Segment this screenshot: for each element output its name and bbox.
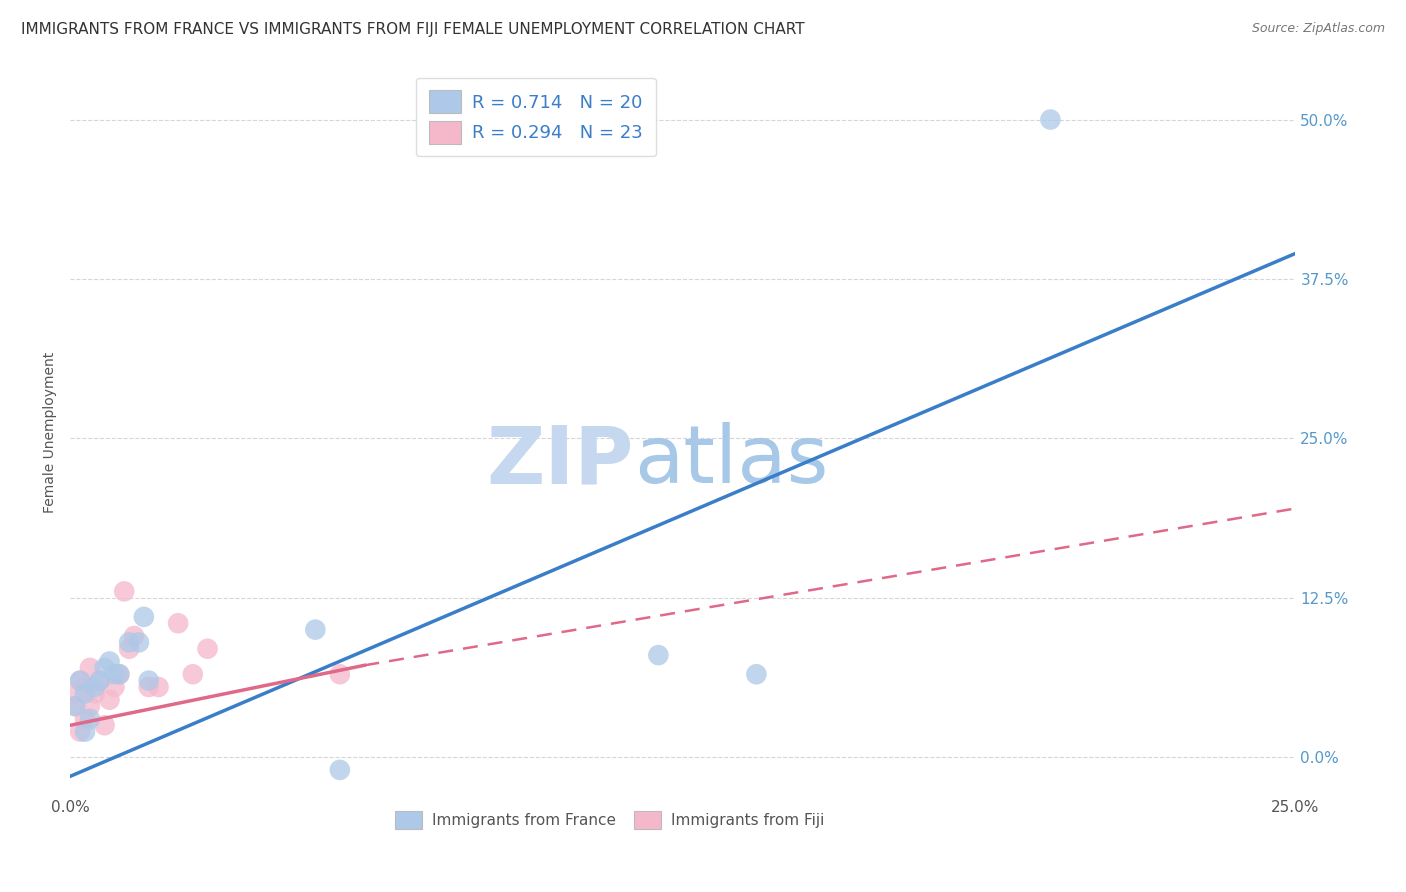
Point — [108, 667, 131, 681]
Point — [132, 610, 155, 624]
Point — [304, 623, 326, 637]
Point — [647, 648, 669, 662]
Point — [79, 712, 101, 726]
Point — [73, 724, 96, 739]
Point — [69, 673, 91, 688]
Point — [112, 584, 135, 599]
Point — [181, 667, 204, 681]
Point — [69, 724, 91, 739]
Point — [103, 680, 125, 694]
Point — [63, 699, 86, 714]
Point — [83, 686, 105, 700]
Point — [122, 629, 145, 643]
Point — [73, 680, 96, 694]
Point — [98, 692, 121, 706]
Point — [103, 667, 125, 681]
Point — [93, 718, 115, 732]
Point — [1039, 112, 1062, 127]
Point — [197, 641, 219, 656]
Point — [138, 673, 160, 688]
Point — [73, 686, 96, 700]
Point — [83, 680, 105, 694]
Point — [148, 680, 170, 694]
Point — [98, 655, 121, 669]
Point — [89, 673, 111, 688]
Point — [329, 763, 352, 777]
Legend: Immigrants from France, Immigrants from Fiji: Immigrants from France, Immigrants from … — [388, 805, 830, 835]
Point — [63, 699, 86, 714]
Point — [89, 673, 111, 688]
Text: Source: ZipAtlas.com: Source: ZipAtlas.com — [1251, 22, 1385, 36]
Point — [108, 667, 131, 681]
Point — [79, 699, 101, 714]
Point — [69, 673, 91, 688]
Point — [73, 712, 96, 726]
Text: IMMIGRANTS FROM FRANCE VS IMMIGRANTS FROM FIJI FEMALE UNEMPLOYMENT CORRELATION C: IMMIGRANTS FROM FRANCE VS IMMIGRANTS FRO… — [21, 22, 804, 37]
Point — [118, 635, 141, 649]
Point — [79, 661, 101, 675]
Y-axis label: Female Unemployment: Female Unemployment — [44, 351, 58, 513]
Text: ZIP: ZIP — [486, 422, 634, 500]
Point — [745, 667, 768, 681]
Point — [93, 661, 115, 675]
Point — [128, 635, 150, 649]
Point — [118, 641, 141, 656]
Point — [138, 680, 160, 694]
Point — [167, 616, 190, 631]
Point — [329, 667, 352, 681]
Text: atlas: atlas — [634, 422, 828, 500]
Point — [63, 686, 86, 700]
